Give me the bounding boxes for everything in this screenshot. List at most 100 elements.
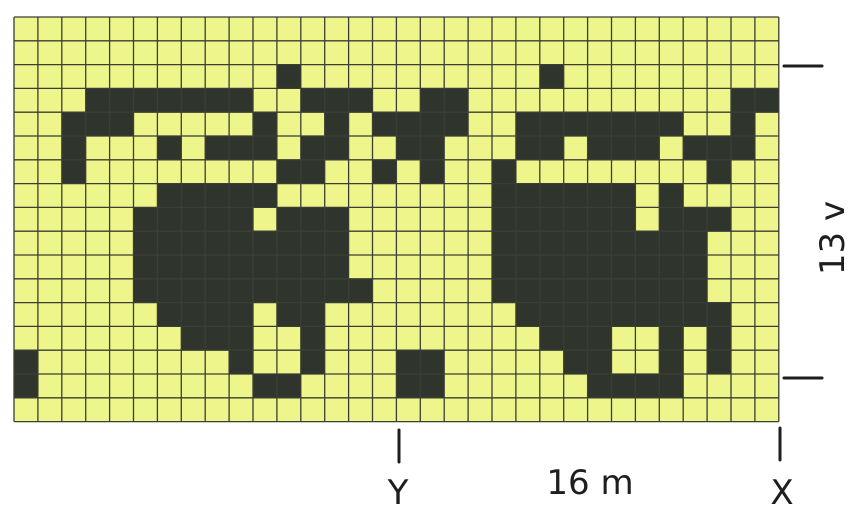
filled-cell bbox=[587, 207, 612, 232]
filled-cell bbox=[515, 278, 540, 303]
filled-cell bbox=[229, 231, 253, 255]
filled-cell bbox=[157, 255, 182, 279]
filled-cell bbox=[563, 326, 588, 351]
filled-cell bbox=[181, 255, 206, 279]
filled-cell bbox=[587, 302, 612, 327]
filled-cell bbox=[611, 183, 636, 208]
filled-cell bbox=[635, 136, 660, 160]
filled-cell bbox=[587, 112, 612, 136]
filled-cell bbox=[205, 255, 230, 279]
filled-cell bbox=[563, 255, 588, 279]
filled-cell bbox=[659, 112, 684, 136]
filled-cell bbox=[563, 278, 588, 303]
filled-cell bbox=[659, 326, 684, 351]
marker-x-label: X bbox=[770, 473, 793, 512]
filled-cell bbox=[133, 278, 158, 303]
filled-cell bbox=[683, 136, 708, 160]
filled-cell bbox=[659, 207, 684, 232]
filled-cell bbox=[659, 255, 684, 279]
filled-cell bbox=[635, 374, 660, 398]
filled-cell bbox=[707, 302, 731, 327]
filled-cell bbox=[324, 255, 349, 279]
chart-grid bbox=[13, 16, 780, 423]
filled-cell bbox=[324, 136, 349, 160]
filled-cell bbox=[396, 136, 421, 160]
filled-cell bbox=[157, 302, 182, 327]
filled-cell bbox=[85, 112, 110, 136]
filled-cell bbox=[157, 231, 182, 255]
filled-cell bbox=[683, 231, 708, 255]
filled-cell bbox=[324, 112, 349, 136]
filled-cell bbox=[611, 136, 636, 160]
filled-cell bbox=[300, 159, 325, 184]
filled-cell bbox=[300, 207, 325, 232]
filled-cell bbox=[253, 374, 277, 398]
filled-cell bbox=[229, 136, 253, 160]
filled-cell bbox=[181, 278, 206, 303]
filled-cell bbox=[276, 64, 301, 89]
filled-cell bbox=[539, 136, 564, 160]
filled-cell bbox=[133, 255, 158, 279]
filled-cell bbox=[229, 183, 253, 208]
filled-cell bbox=[61, 112, 86, 136]
filled-cell bbox=[515, 207, 540, 232]
filled-cell bbox=[181, 326, 206, 351]
filled-cell bbox=[563, 302, 588, 327]
filled-cell bbox=[276, 231, 301, 255]
filled-cell bbox=[707, 159, 731, 184]
filled-cell bbox=[157, 207, 182, 232]
filled-cell bbox=[611, 374, 636, 398]
filled-cell bbox=[635, 231, 660, 255]
filled-cell bbox=[420, 374, 445, 398]
filled-cell bbox=[157, 278, 182, 303]
filled-cell bbox=[205, 302, 230, 327]
filled-cell bbox=[157, 136, 182, 160]
filled-cell bbox=[659, 278, 684, 303]
filled-cell bbox=[253, 255, 277, 279]
filled-cell bbox=[85, 88, 110, 113]
filled-cell bbox=[420, 88, 445, 113]
filled-cell bbox=[635, 255, 660, 279]
filled-cell bbox=[683, 207, 708, 232]
filled-cell bbox=[492, 255, 516, 279]
filled-cell bbox=[396, 112, 421, 136]
filled-cell bbox=[420, 350, 445, 374]
filled-cell bbox=[229, 326, 253, 351]
filled-cell bbox=[300, 136, 325, 160]
filled-cell bbox=[611, 231, 636, 255]
filled-cell bbox=[300, 88, 325, 113]
filled-cell bbox=[253, 136, 277, 160]
filled-cell bbox=[229, 207, 253, 232]
filled-cell bbox=[205, 88, 230, 113]
filled-cell bbox=[611, 302, 636, 327]
filled-cell bbox=[587, 136, 612, 160]
filled-cell bbox=[109, 112, 134, 136]
filled-cell bbox=[515, 302, 540, 327]
filled-cell bbox=[324, 278, 349, 303]
filled-cell bbox=[205, 207, 230, 232]
filled-cell bbox=[587, 326, 612, 351]
filled-cell bbox=[587, 255, 612, 279]
filled-cell bbox=[133, 207, 158, 232]
filled-cell bbox=[276, 374, 301, 398]
filled-cell bbox=[539, 326, 564, 351]
filled-cell bbox=[372, 159, 397, 184]
filled-cell bbox=[492, 207, 516, 232]
filled-cell bbox=[420, 136, 445, 160]
filled-cell bbox=[300, 231, 325, 255]
filled-cell bbox=[229, 302, 253, 327]
filled-cell bbox=[133, 231, 158, 255]
filled-cell bbox=[276, 302, 301, 327]
height-bracket bbox=[782, 64, 824, 380]
filled-cell bbox=[492, 159, 516, 184]
filled-cell bbox=[229, 350, 253, 374]
filled-cell bbox=[683, 278, 708, 303]
filled-cell bbox=[181, 302, 206, 327]
filled-cell bbox=[515, 231, 540, 255]
filled-cell bbox=[420, 159, 445, 184]
filled-cell bbox=[324, 88, 349, 113]
marker-y-label: Y bbox=[387, 473, 409, 512]
filled-cell bbox=[754, 88, 779, 113]
filled-cell bbox=[587, 350, 612, 374]
filled-cell bbox=[133, 88, 158, 113]
